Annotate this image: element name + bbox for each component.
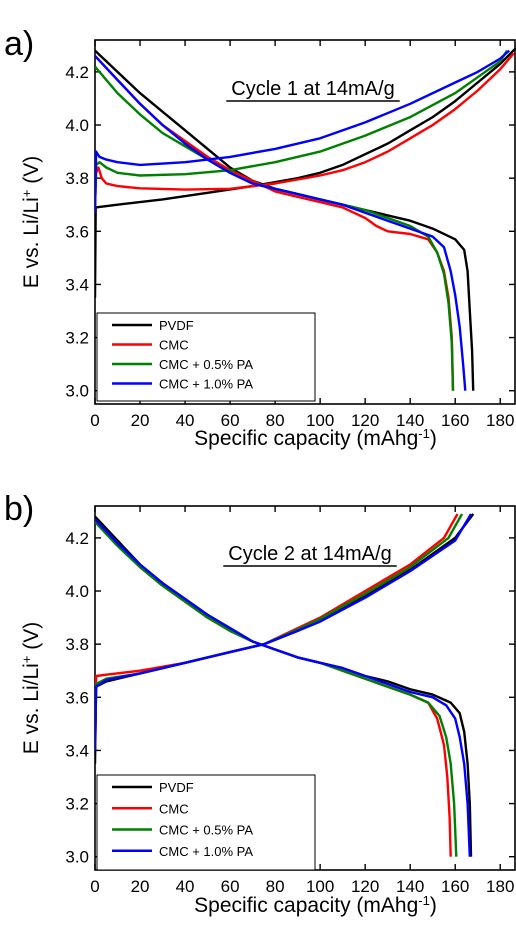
x-tick-label: 0 [90,877,99,896]
cycle-annotation: Cycle 2 at 14mA/g [228,543,391,565]
legend: PVDF CMC CMC + 0.5% PA CMC + 1.0% PA [96,774,316,871]
y-tick-label: 3.6 [65,688,89,707]
x-tick-label: 180 [486,877,514,896]
y-tick-label: 4.0 [65,116,89,135]
series-line-discharge [95,518,471,857]
x-tick-label: 120 [351,877,379,896]
legend-label: CMC + 0.5% PA [159,357,253,372]
y-tick-label: 4.2 [65,63,89,82]
x-tick-label: 80 [266,877,285,896]
chart-panel-2: b) 0 20 40 60 80 100 120 140 160 180 3.0 3.2 3.4 3.6 3.… [4,490,516,918]
series-line-charge [95,49,510,213]
x-tick-label: 60 [221,411,240,430]
x-tick-label: 20 [131,411,150,430]
series-group [95,47,516,391]
x-tick-label: 60 [221,877,240,896]
legend: PVDF CMC CMC + 0.5% PA CMC + 1.0% PA [96,312,316,402]
x-tick-label: 160 [441,877,469,896]
x-tick-label: 20 [131,877,150,896]
x-axis-title: Specific capacity (mAhg-1) [194,426,437,451]
x-tick-label: 80 [266,411,285,430]
y-tick-label: 4.2 [65,529,89,548]
y-tick-label: 3.2 [65,329,89,348]
y-tick-label: 3.4 [65,275,89,294]
chart-panel-1: a) 0 20 40 60 80 100 120 140 160 180 3.0 3.2 3.4 3.6 3.… [4,25,516,450]
series-line-charge [95,47,516,298]
series-line-charge [95,52,515,205]
legend-label: CMC + 0.5% PA [159,823,253,838]
legend-label: CMC [159,338,189,353]
legend-label: PVDF [159,780,194,795]
y-tick-label: 3.2 [65,795,89,814]
y-tick-label: 3.6 [65,222,89,241]
x-tick-label: 140 [396,411,424,430]
series-group [95,513,475,857]
legend-box [96,312,316,402]
x-tick-label: 100 [306,877,334,896]
panel-label: b) [4,490,34,528]
panel-label: a) [4,25,34,63]
x-tick-label: 40 [176,411,195,430]
y-tick-label: 3.8 [65,169,89,188]
x-tick-label: 140 [396,877,424,896]
y-tick-label: 3.8 [65,635,89,654]
legend-box [96,774,316,871]
x-tick-label: 160 [441,411,469,430]
x-tick-label: 40 [176,877,195,896]
legend-label: CMC [159,801,189,816]
x-tick-label: 120 [351,411,379,430]
y-tick-label: 3.4 [65,741,89,760]
legend-label: CMC + 1.0% PA [159,844,253,859]
y-axis-title: E vs. Li/Li+ (V) [19,622,44,754]
cycle-annotation: Cycle 1 at 14mA/g [231,78,394,100]
series-line-charge [95,513,473,751]
x-axis-title: Specific capacity (mAhg-1) [194,893,437,918]
y-tick-label: 3.0 [65,848,89,867]
series-line-charge [95,49,509,211]
legend-label: PVDF [159,318,194,333]
legend-label: CMC + 1.0% PA [159,377,253,392]
x-tick-label: 100 [306,411,334,430]
y-axis-title: E vs. Li/Li+ (V) [19,156,44,288]
y-tick-label: 4.0 [65,582,89,601]
x-tick-label: 0 [90,411,99,430]
series-line-discharge [95,55,467,391]
x-tick-label: 180 [486,411,514,430]
y-tick-label: 3.0 [65,382,89,401]
